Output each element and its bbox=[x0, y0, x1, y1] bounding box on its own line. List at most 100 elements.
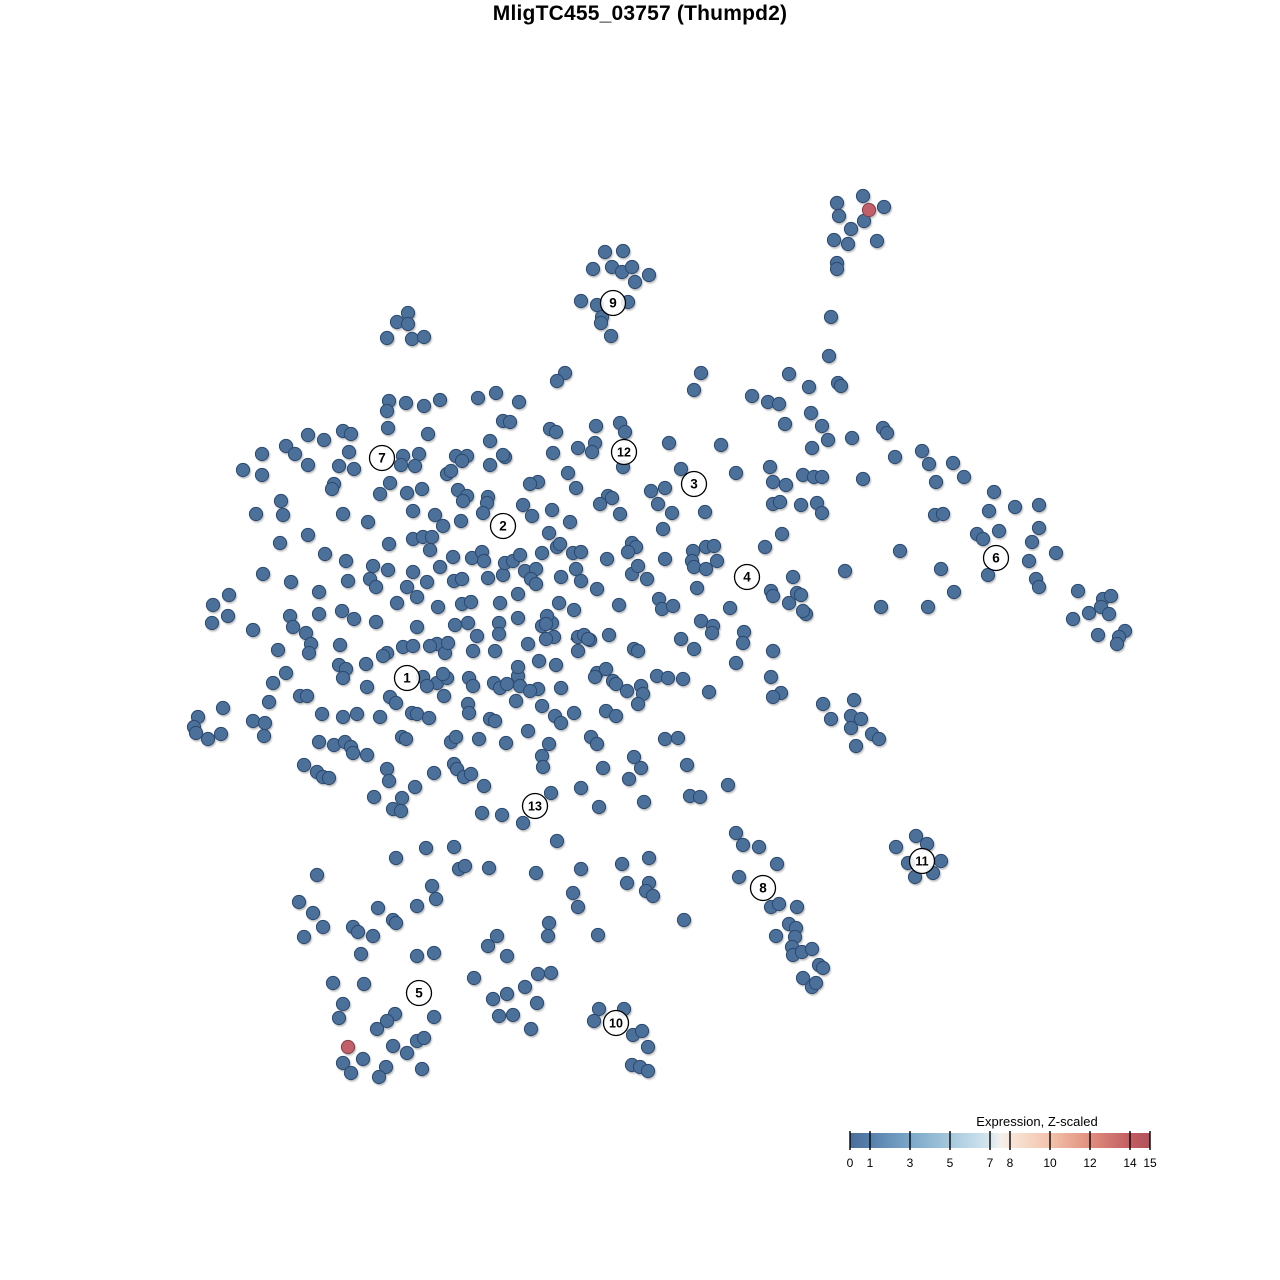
cell-point bbox=[221, 587, 237, 603]
cluster-label-11: 11 bbox=[908, 847, 936, 875]
cell-point bbox=[495, 567, 511, 583]
cell-point bbox=[388, 915, 404, 931]
cell-point bbox=[657, 480, 673, 496]
cell-point bbox=[553, 680, 569, 696]
cell-point bbox=[604, 490, 620, 506]
cell-point bbox=[469, 628, 485, 644]
cluster-label-text: 5 bbox=[415, 986, 423, 1001]
cell-point bbox=[735, 635, 751, 651]
cell-point bbox=[589, 736, 605, 752]
cell-point bbox=[763, 669, 779, 685]
cluster-label-8: 8 bbox=[749, 874, 777, 902]
cell-point bbox=[254, 467, 270, 483]
cell-point bbox=[346, 461, 362, 477]
cluster-label-text: 1 bbox=[403, 671, 411, 686]
cell-point bbox=[407, 779, 423, 795]
cell-point bbox=[270, 642, 286, 658]
cell-point bbox=[795, 603, 811, 619]
cell-point bbox=[481, 860, 497, 876]
cell-point bbox=[650, 496, 666, 512]
cluster-label-circle bbox=[393, 664, 421, 692]
cell-point bbox=[946, 584, 962, 600]
cell-point bbox=[617, 424, 633, 440]
cell-point bbox=[300, 527, 316, 543]
cell-point bbox=[482, 433, 498, 449]
cell-point bbox=[245, 713, 261, 729]
cell-point bbox=[765, 643, 781, 659]
cell-point bbox=[566, 705, 582, 721]
cell-point bbox=[612, 506, 628, 522]
cell-point bbox=[471, 731, 487, 747]
cell-point bbox=[380, 420, 396, 436]
cell-point bbox=[502, 414, 518, 430]
cell-point bbox=[245, 622, 261, 638]
cell-point bbox=[369, 1021, 385, 1037]
cell-point bbox=[287, 446, 303, 462]
cluster-label-circle bbox=[908, 847, 936, 875]
cell-point bbox=[487, 643, 503, 659]
cell-point bbox=[365, 928, 381, 944]
cell-point bbox=[285, 619, 301, 635]
cell-point bbox=[380, 562, 396, 578]
cell-point bbox=[769, 856, 785, 872]
cell-point bbox=[379, 330, 395, 346]
cell-point bbox=[254, 446, 270, 462]
cell-point bbox=[686, 641, 702, 657]
cell-point bbox=[257, 715, 273, 731]
cell-point bbox=[643, 483, 659, 499]
cell-point bbox=[338, 553, 354, 569]
cell-point bbox=[528, 576, 544, 592]
cell-point bbox=[420, 426, 436, 442]
cluster-label-6: 6 bbox=[982, 544, 1010, 572]
cell-point bbox=[1031, 497, 1047, 513]
cell-point bbox=[414, 1061, 430, 1077]
cell-point bbox=[888, 839, 904, 855]
cell-point bbox=[673, 461, 689, 477]
cell-point bbox=[379, 761, 395, 777]
cell-point bbox=[335, 1055, 351, 1071]
cell-point bbox=[933, 853, 949, 869]
cell-point bbox=[405, 638, 421, 654]
cell-point bbox=[728, 825, 744, 841]
cell-point bbox=[476, 778, 492, 794]
cell-point bbox=[381, 536, 397, 552]
cell-point bbox=[543, 785, 559, 801]
colorbar-gradient bbox=[850, 1133, 1150, 1148]
cell-point bbox=[728, 655, 744, 671]
cluster-label-text: 3 bbox=[690, 477, 698, 492]
cell-point bbox=[765, 588, 781, 604]
cell-point bbox=[476, 553, 492, 569]
cell-point bbox=[1031, 579, 1047, 595]
cell-point bbox=[446, 839, 462, 855]
cluster-label-2: 2 bbox=[489, 512, 517, 540]
cell-point bbox=[321, 770, 337, 786]
cell-point bbox=[552, 536, 568, 552]
cluster-label-circle bbox=[610, 438, 638, 466]
cell-point bbox=[692, 789, 708, 805]
cluster-label-12: 12 bbox=[610, 438, 638, 466]
cell-point bbox=[368, 614, 384, 630]
cell-point bbox=[630, 696, 646, 712]
cell-point bbox=[381, 773, 397, 789]
cell-point bbox=[300, 427, 316, 443]
cell-point bbox=[592, 496, 608, 512]
cell-point bbox=[491, 626, 507, 642]
cell-point bbox=[614, 856, 630, 872]
cell-point bbox=[375, 648, 391, 664]
cell-point bbox=[744, 388, 760, 404]
cell-point bbox=[448, 729, 464, 745]
cell-point bbox=[510, 610, 526, 626]
cell-point bbox=[814, 418, 830, 434]
cell-point bbox=[626, 749, 642, 765]
cell-point bbox=[355, 1051, 371, 1067]
cluster-label-text: 4 bbox=[743, 570, 751, 585]
cell-point bbox=[562, 514, 578, 530]
cell-point bbox=[808, 975, 824, 991]
cell-point bbox=[436, 688, 452, 704]
cell-point bbox=[795, 970, 811, 986]
cell-point bbox=[365, 558, 381, 574]
cell-point bbox=[545, 445, 561, 461]
cell-point bbox=[549, 833, 565, 849]
cell-point bbox=[991, 523, 1007, 539]
